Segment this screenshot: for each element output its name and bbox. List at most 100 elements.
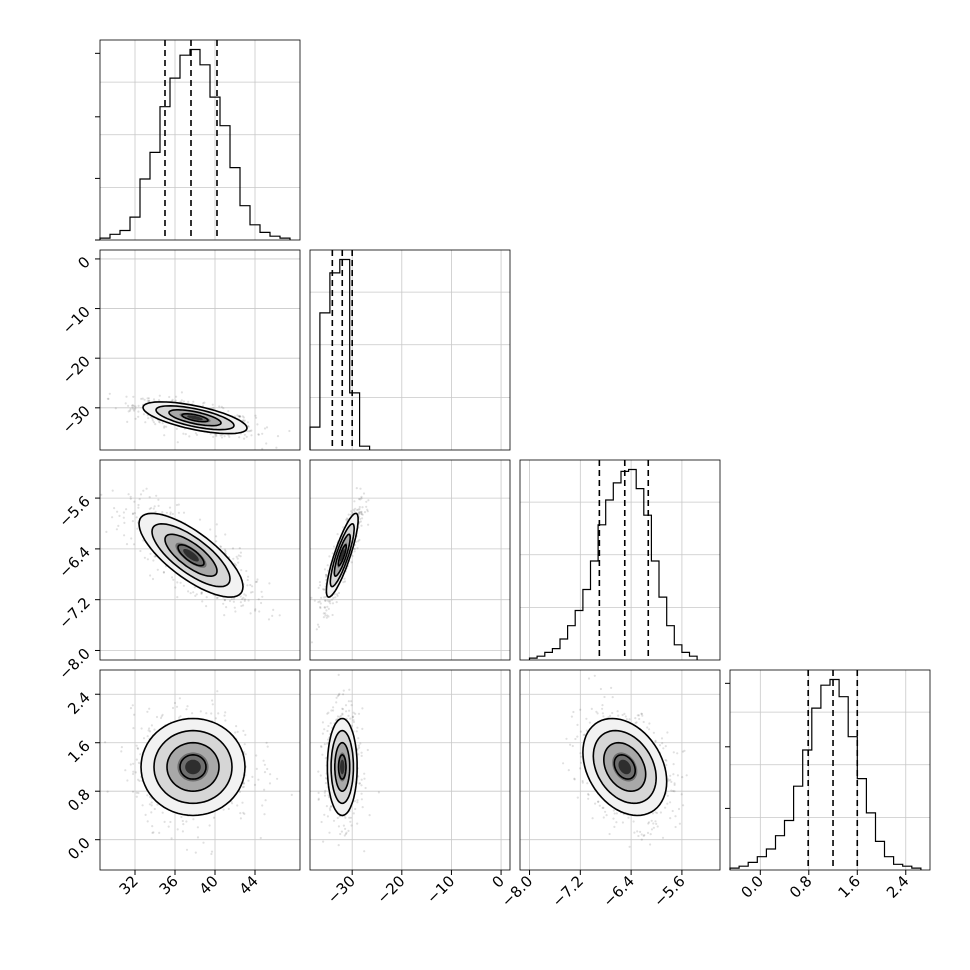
scatter-point bbox=[179, 400, 182, 403]
scatter-point bbox=[328, 600, 331, 603]
scatter-point bbox=[678, 822, 682, 825]
scatter-point bbox=[356, 508, 359, 512]
scatter-point bbox=[324, 599, 327, 602]
scatter-point bbox=[124, 769, 127, 772]
scatter-point bbox=[125, 395, 128, 398]
scatter-point bbox=[232, 557, 235, 560]
scatter-point bbox=[358, 507, 361, 511]
scatter-point bbox=[222, 808, 225, 811]
scatter-point bbox=[176, 828, 179, 831]
scatter-point bbox=[331, 602, 335, 605]
scatter-point bbox=[150, 804, 153, 807]
scatter-point bbox=[191, 712, 194, 715]
scatter-point bbox=[78, 484, 80, 486]
scatter-point bbox=[241, 415, 244, 418]
scatter-point bbox=[228, 599, 232, 603]
x-tick-label: −5.6 bbox=[650, 872, 688, 910]
scatter-point bbox=[367, 499, 370, 502]
scatter-point bbox=[107, 397, 110, 400]
scatter-point bbox=[249, 591, 253, 594]
scatter-point bbox=[366, 748, 369, 752]
scatter-point bbox=[185, 848, 189, 851]
scatter-point bbox=[598, 804, 601, 807]
scatter-point bbox=[377, 791, 380, 794]
scatter-point bbox=[219, 545, 222, 548]
pair-panel-p1-p2 bbox=[309, 459, 511, 661]
scatter-point bbox=[100, 493, 103, 496]
panel-frame bbox=[519, 669, 721, 871]
scatter-point bbox=[565, 737, 568, 740]
scatter-point bbox=[337, 673, 340, 677]
scatter-point bbox=[327, 738, 330, 741]
scatter-point bbox=[169, 513, 172, 516]
scatter-point bbox=[357, 737, 360, 740]
scatter-point bbox=[212, 435, 215, 438]
scatter-point bbox=[325, 616, 328, 619]
scatter-point bbox=[342, 689, 345, 692]
scatter-point bbox=[328, 555, 331, 558]
scatter-point bbox=[175, 705, 179, 708]
scatter-point bbox=[247, 575, 250, 578]
scatter-point bbox=[238, 415, 242, 418]
scatter-point bbox=[672, 773, 675, 776]
scatter-point bbox=[131, 790, 135, 793]
y-tick-label: 0.0 bbox=[64, 834, 94, 864]
scatter-point bbox=[211, 699, 214, 702]
scatter-point bbox=[196, 836, 200, 839]
scatter-point bbox=[358, 746, 361, 749]
scatter-point bbox=[230, 598, 233, 601]
scatter-point bbox=[152, 559, 155, 562]
scatter-point bbox=[669, 774, 672, 777]
scatter-point bbox=[681, 776, 684, 779]
scatter-point bbox=[652, 822, 655, 825]
scatter-point bbox=[192, 400, 195, 403]
scatter-point bbox=[224, 550, 227, 553]
scatter-point bbox=[182, 511, 186, 514]
scatter-point bbox=[174, 399, 177, 402]
scatter-point bbox=[225, 606, 228, 609]
scatter-point bbox=[580, 755, 583, 758]
scatter-point bbox=[243, 599, 246, 603]
scatter-point bbox=[264, 799, 267, 802]
scatter-point bbox=[146, 414, 149, 417]
scatter-point bbox=[366, 510, 369, 513]
scatter-point bbox=[609, 714, 612, 718]
scatter-point bbox=[358, 511, 361, 514]
density-fill bbox=[183, 549, 199, 562]
scatter-point bbox=[319, 606, 322, 610]
scatter-point bbox=[677, 807, 681, 811]
panel-frame bbox=[309, 459, 511, 661]
scatter-point bbox=[315, 628, 318, 631]
scatter-point bbox=[639, 830, 642, 834]
x-tick-label: 44 bbox=[236, 872, 262, 898]
scatter-point bbox=[239, 601, 242, 604]
scatter-point bbox=[223, 598, 226, 602]
scatter-point bbox=[628, 718, 631, 721]
scatter-point bbox=[335, 696, 338, 699]
scatter-point bbox=[265, 741, 268, 744]
scatter-point bbox=[358, 538, 361, 542]
scatter-point bbox=[151, 419, 154, 422]
scatter-point bbox=[240, 569, 243, 572]
scatter-point bbox=[329, 602, 332, 605]
scatter-point bbox=[275, 446, 278, 449]
scatter-point bbox=[319, 602, 322, 605]
scatter-point bbox=[341, 713, 344, 716]
scatter-point bbox=[257, 598, 260, 601]
scatter-point bbox=[322, 840, 325, 843]
panel-frame bbox=[729, 669, 931, 871]
scatter-point bbox=[601, 707, 604, 710]
scatter-point bbox=[138, 498, 141, 501]
pair-panel-p2-p3 bbox=[519, 669, 721, 871]
scatter-point bbox=[355, 487, 358, 490]
scatter-point bbox=[602, 715, 605, 718]
scatter-point bbox=[326, 564, 329, 567]
density-contour bbox=[168, 409, 222, 427]
scatter-point bbox=[156, 568, 159, 571]
scatter-point bbox=[122, 511, 125, 514]
scatter-point bbox=[317, 798, 320, 801]
scatter-point bbox=[170, 399, 173, 402]
scatter-point bbox=[350, 700, 353, 703]
scatter-point bbox=[214, 717, 217, 720]
scatter-point bbox=[129, 497, 132, 500]
